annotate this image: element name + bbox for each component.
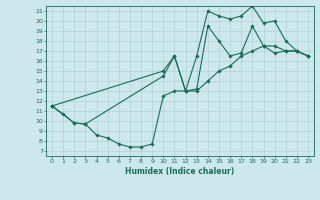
X-axis label: Humidex (Indice chaleur): Humidex (Indice chaleur) <box>125 167 235 176</box>
